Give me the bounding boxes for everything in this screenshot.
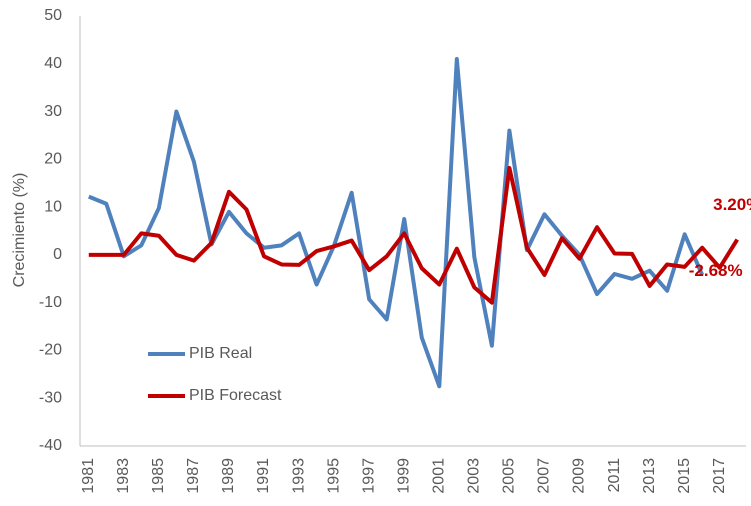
x-tick-label: 2013: [641, 458, 658, 494]
data-label: -2.68%: [689, 261, 743, 280]
y-tick-label: -20: [39, 342, 62, 359]
x-tick-label: 1989: [220, 458, 237, 494]
x-tick-label: 2005: [501, 458, 518, 494]
data-line: [88, 57, 705, 389]
x-tick-label: 1981: [80, 458, 97, 494]
x-tick-label: 2015: [676, 458, 693, 494]
y-tick-label: 50: [44, 7, 62, 24]
x-tick-label: 2017: [711, 458, 728, 494]
x-tick-label: 1983: [115, 458, 132, 494]
y-tick-label: 40: [44, 55, 62, 72]
y-tick-label: -10: [39, 294, 62, 311]
x-tick-label: 1997: [360, 458, 377, 494]
y-axis-label: Crecimiento (%): [11, 173, 28, 288]
y-tick-label: 20: [44, 151, 62, 168]
x-tick-label: 1987: [185, 458, 202, 494]
x-tick-label: 1985: [150, 458, 167, 494]
x-tick-label: 2001: [431, 458, 448, 494]
y-tick-label: 30: [44, 103, 62, 120]
x-tick-label: 1999: [395, 458, 412, 494]
y-tick-label: 10: [44, 198, 62, 215]
x-tick-label: 2009: [571, 458, 588, 494]
y-tick-label: -30: [39, 389, 62, 406]
legend-label: PIB Real: [189, 345, 252, 362]
y-tick-label: 0: [53, 246, 62, 263]
x-tick-label: 1991: [255, 458, 272, 494]
x-tick-label: 1993: [290, 458, 307, 494]
x-tick-label: 1995: [325, 458, 342, 494]
y-tick-label: -40: [39, 437, 62, 454]
x-tick-label: 2007: [536, 458, 553, 494]
data-label: 3.20%: [713, 195, 751, 214]
data-line: [88, 165, 739, 305]
x-tick-label: 2011: [606, 458, 623, 493]
legend-label: PIB Forecast: [189, 387, 282, 404]
x-tick-label: 2003: [466, 458, 483, 494]
